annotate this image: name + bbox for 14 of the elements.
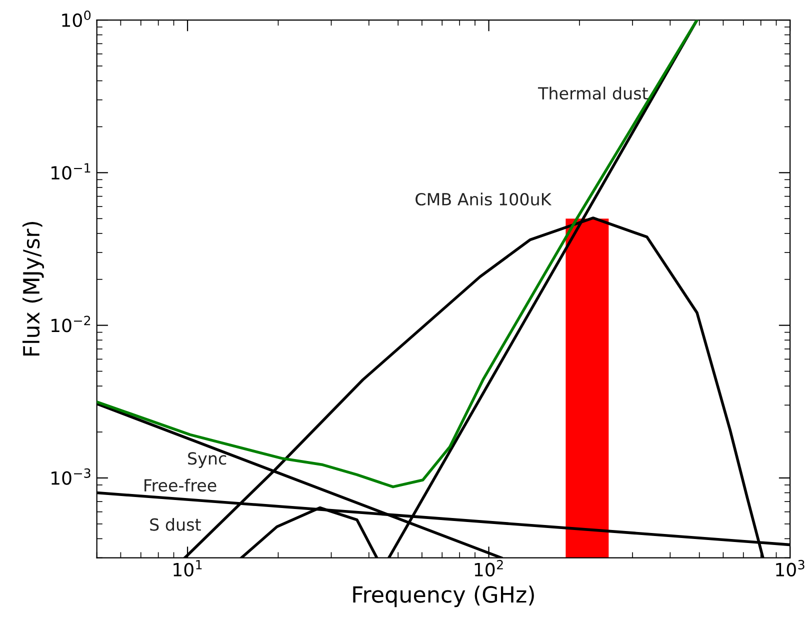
annotation: Free-free bbox=[144, 478, 216, 492]
annotation: S dust bbox=[150, 518, 201, 531]
y-axis-title: Flux (MJy/sr) bbox=[22, 222, 44, 356]
y-tick-label: 10$^{−2}$ bbox=[52, 316, 90, 332]
annotation: Thermal dust bbox=[538, 86, 648, 100]
y-tick-label: 10$^{0}$ bbox=[62, 10, 91, 28]
annotation: CMB Anis 100uK bbox=[416, 192, 552, 206]
y-tick-label: 10$^{−3}$ bbox=[52, 468, 90, 485]
x-tick-label: 10$^{2}$ bbox=[474, 560, 503, 576]
x-tick-label: 10$^{1}$ bbox=[174, 560, 202, 576]
x-tick-label: 10$^{3}$ bbox=[776, 560, 804, 576]
x-axis-title: Frequency (GHz) bbox=[353, 586, 534, 608]
y-tick-label: 10$^{−1}$ bbox=[52, 163, 90, 180]
annotation: Sync bbox=[188, 452, 226, 468]
